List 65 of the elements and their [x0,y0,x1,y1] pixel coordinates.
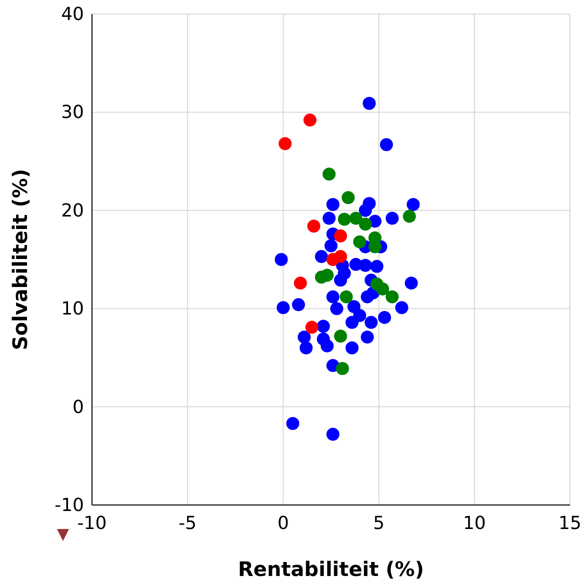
point [402,210,416,223]
point [320,268,334,282]
x-tick-label: -5 [178,513,197,534]
point [370,260,384,273]
point [376,282,390,296]
point [307,220,320,233]
point [334,229,348,242]
point [346,341,359,354]
point [278,137,292,150]
point [334,330,348,343]
y-axis-title: Solvabiliteit (%) [8,168,32,350]
point [303,114,316,127]
point [360,330,374,344]
point [330,302,344,316]
point [338,212,351,226]
point [342,191,355,204]
point [378,310,392,324]
point [316,320,330,333]
y-tick-label: 40 [61,4,84,25]
point [292,298,305,312]
x-tick-label: 10 [462,513,486,534]
y-tick-label: 10 [61,298,84,320]
point [338,266,351,280]
point [353,235,366,248]
point [340,290,353,304]
point [364,316,378,329]
point [300,341,313,354]
point [305,320,318,334]
y-tick-label: 30 [61,102,84,124]
point [358,204,372,217]
point [336,362,349,375]
point [286,416,300,430]
point [326,198,340,212]
point [298,330,311,344]
point [334,250,348,264]
y-tick-label: 0 [72,396,84,418]
point [386,212,399,225]
point [294,276,307,290]
point [322,168,336,181]
point [386,290,399,304]
point [320,339,334,352]
point [358,258,372,272]
y-tick-label: 20 [61,200,84,222]
x-tick-label: 0 [277,513,289,534]
point [362,96,376,110]
point [368,240,382,254]
x-tick-label: 5 [373,513,385,534]
point [358,218,372,231]
point [314,250,328,264]
y-tick-label: -10 [54,495,84,516]
x-tick-label: -10 [77,513,107,534]
point [274,253,288,266]
point [276,301,290,314]
point [324,239,338,252]
point [406,198,420,212]
point [326,290,340,304]
point [322,212,336,225]
point [346,316,359,329]
x-axis-title: Rentabiliteit (%) [238,557,424,581]
point [380,138,393,152]
point [349,212,362,225]
x-tick-label: 15 [558,513,582,534]
point [395,301,408,314]
point [404,276,418,290]
point [326,428,340,441]
